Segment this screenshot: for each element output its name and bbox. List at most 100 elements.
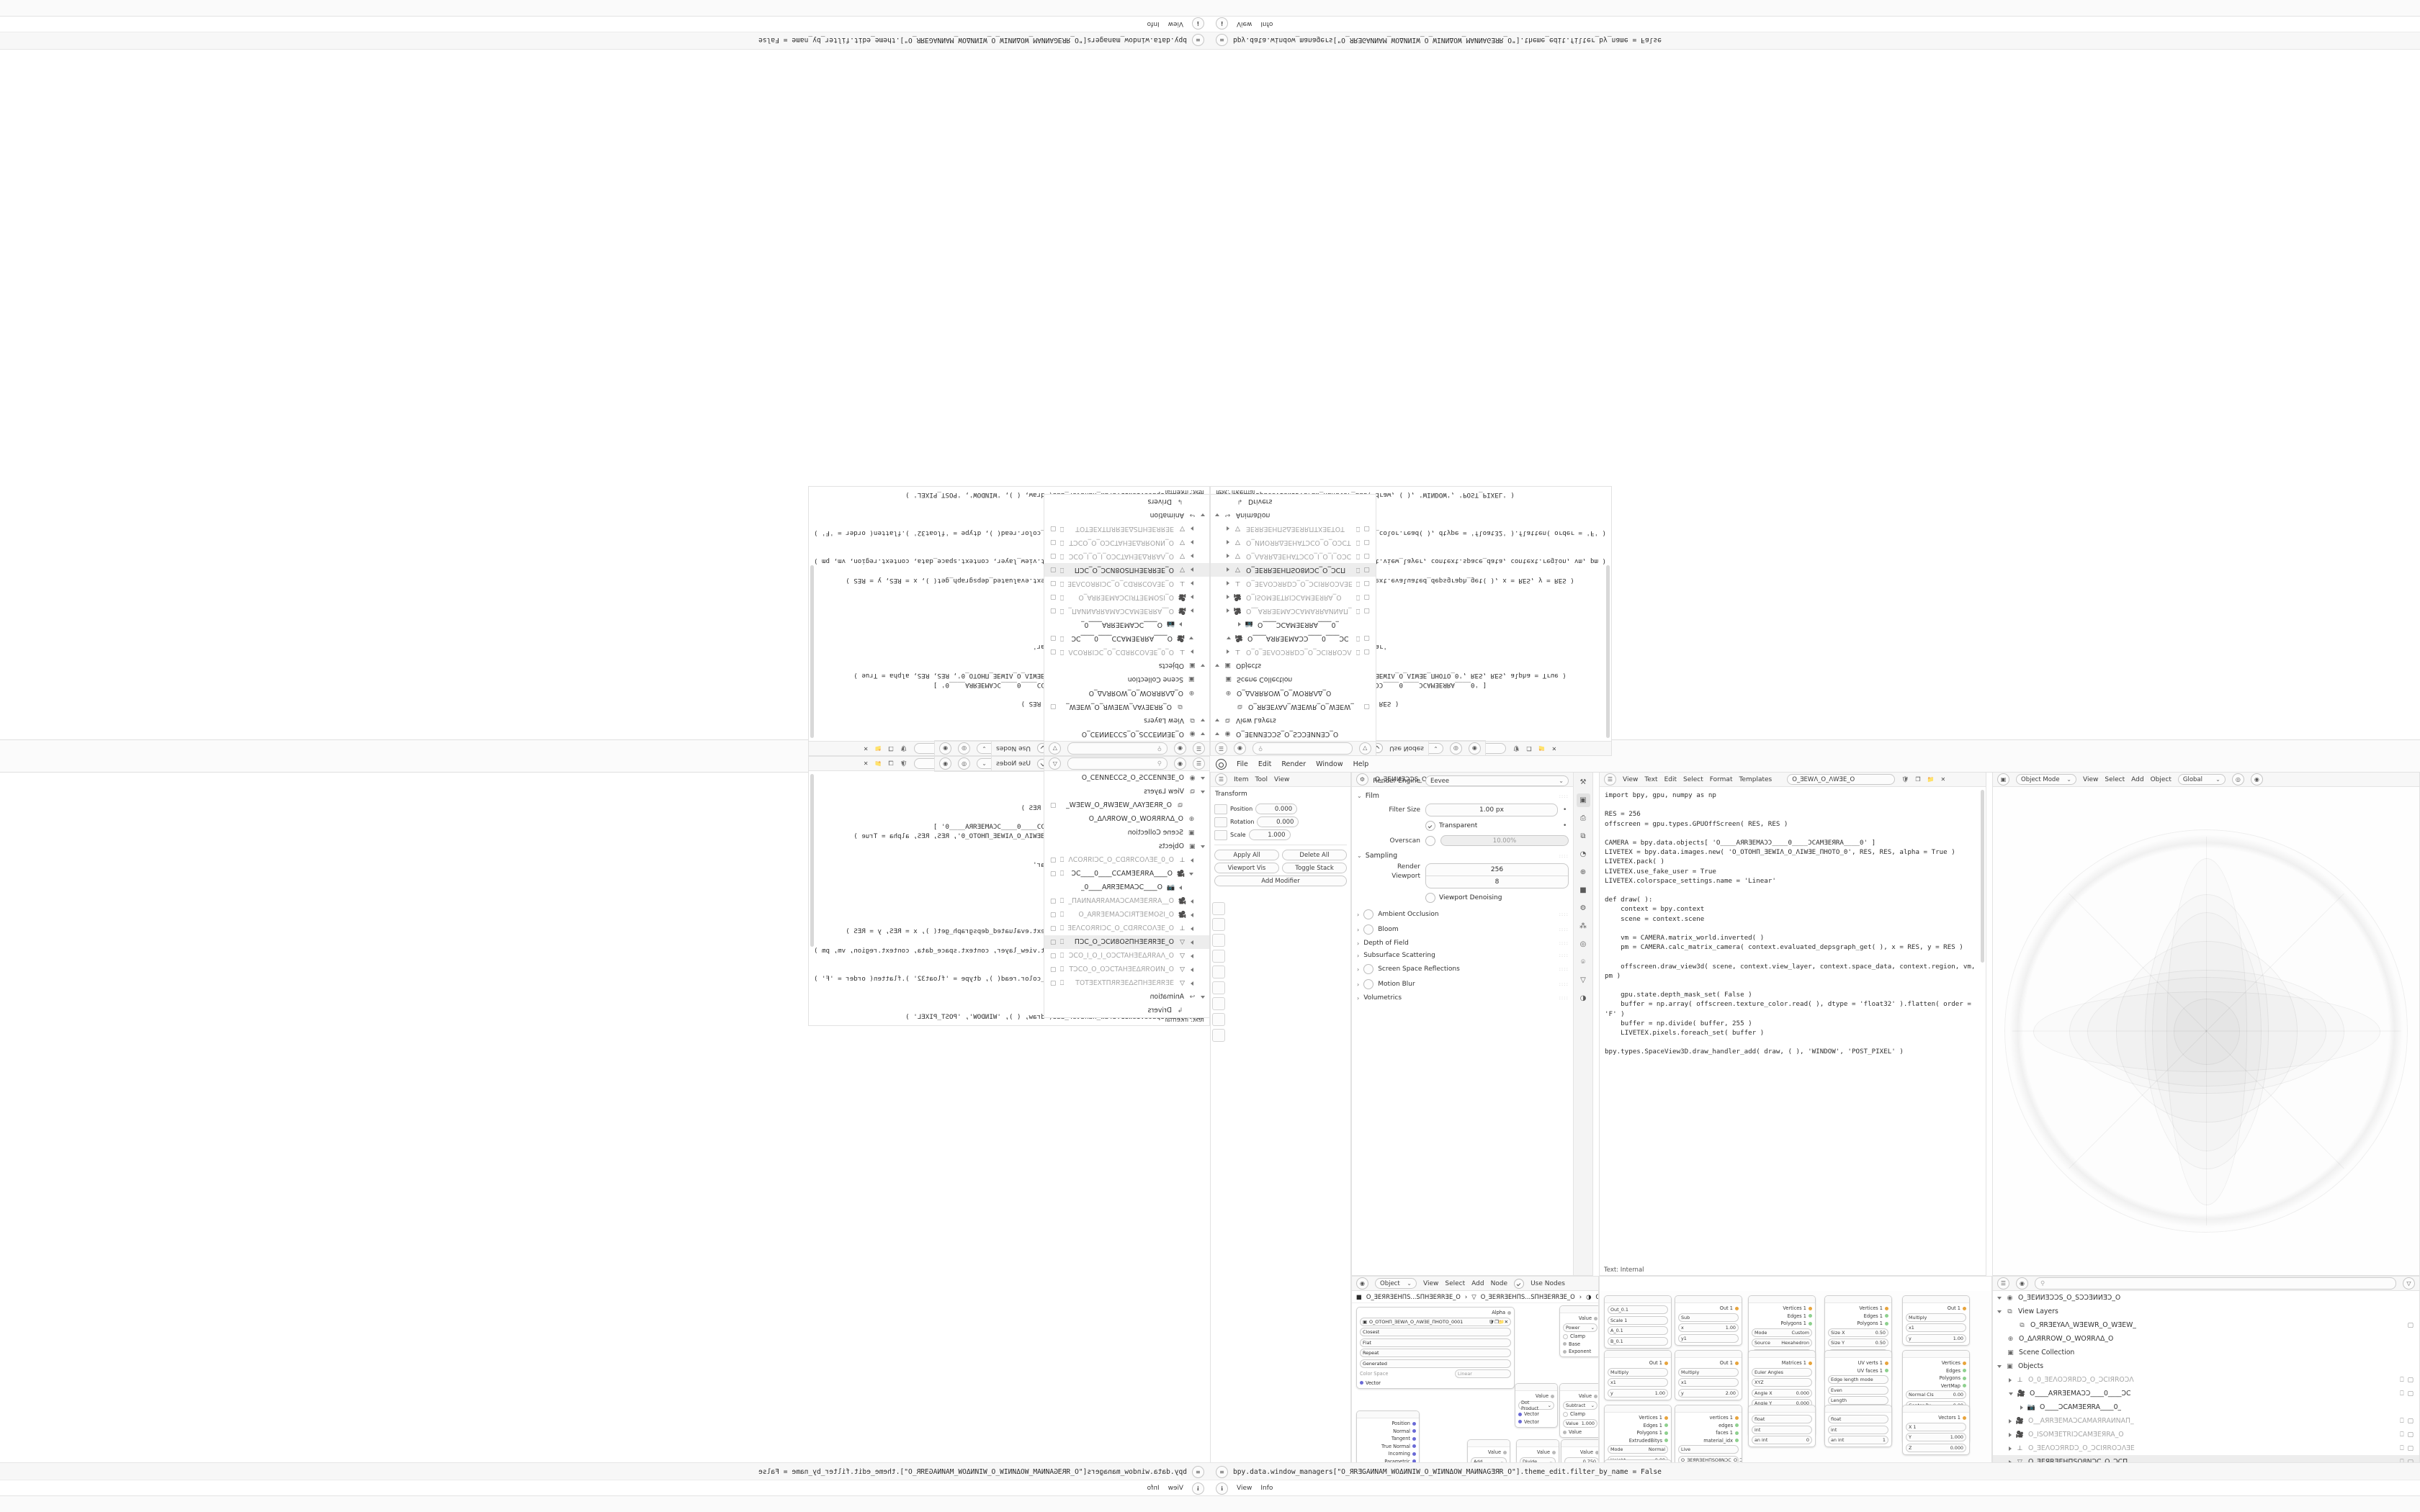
node-output[interactable]: Vectors 1 [1906, 1415, 1966, 1421]
text-menu-edit[interactable]: Edit [1664, 775, 1677, 783]
outliner-row[interactable]: ↳ Drivers [1044, 495, 1209, 508]
screen-on-icon[interactable]: ⎕ [2400, 1390, 2404, 1398]
shader-editor-header[interactable]: ◉ Object ⌄ View Select Add Node Use Node… [1352, 1277, 1598, 1291]
disclosure-triangle-icon[interactable] [1191, 567, 1193, 572]
socket-dot[interactable] [1664, 1431, 1668, 1435]
outliner-row[interactable]: ▽ ƎEЯRƎEHПSΔƎEЯRПTXƎETOT ⎕ ▢ [1044, 522, 1209, 536]
screen-icon[interactable]: ⎕ [1059, 580, 1065, 588]
outliner-row[interactable]: 🎥 O__AЯRƎEMAƆCAMAЯRAИNAП_ ⎕ ▢ [1211, 604, 1376, 618]
node-header[interactable] [1903, 1405, 1969, 1413]
camera-icon[interactable]: ▢ [1363, 703, 1370, 711]
node-output[interactable]: Polygons [1906, 1375, 1966, 1381]
editor-type-icon[interactable]: ☰ [1604, 773, 1616, 786]
copy-icon[interactable]: ❐ [1915, 776, 1921, 783]
node-header[interactable] [1749, 1351, 1815, 1358]
editor-type-icon[interactable]: ◉ [1174, 757, 1186, 770]
node-output[interactable]: Value [1518, 1393, 1554, 1399]
section-subsurface-scattering[interactable]: › Subsurface Scattering :::: [1357, 952, 1569, 959]
node-field[interactable]: x 1.00 [1678, 1323, 1739, 1332]
screen-icon[interactable]: ⎕ [2400, 1431, 2404, 1439]
properties-tab-object[interactable]: ■ [1579, 886, 1587, 894]
node-input[interactable]: Base [1563, 1341, 1597, 1347]
node-header[interactable] [1357, 1411, 1419, 1418]
shader-node[interactable]: Value Dot Product ⌄ Vector Vector [1515, 1383, 1558, 1428]
node-field[interactable]: x1 [1608, 1378, 1668, 1387]
disabled-camera-icon[interactable]: ▢ [2407, 1444, 2414, 1452]
disabled-camera-icon[interactable]: ▢ [1363, 580, 1370, 588]
node-header[interactable] [1825, 1351, 1891, 1358]
node-header[interactable] [1605, 1351, 1671, 1358]
outliner-search-input[interactable]: ⚲ [1067, 742, 1168, 755]
render-engine-dropdown[interactable]: Eevee ⌄ [1425, 775, 1569, 786]
node-output[interactable]: Polygons 1 [1608, 1430, 1668, 1436]
outliner-row[interactable]: ⊥ O_0_ƎEΛOƆЯRDƆ_O_ƆCIЯROƆΛ ⎕ ▢ [1044, 853, 1209, 867]
socket-dot[interactable] [1518, 1420, 1522, 1423]
shield-icon[interactable]: 🛡 [1901, 776, 1909, 783]
disclosure-triangle-icon[interactable] [1191, 581, 1193, 586]
screen-icon[interactable]: ⎕ [1059, 952, 1065, 960]
outliner-row[interactable]: 🎥 O____AЯRƎEMAƆƆ____0____ƆC ⎕ ▢ [1993, 1387, 2419, 1400]
text-menu-templates[interactable]: Templates [1739, 775, 1773, 783]
node-header[interactable] [1825, 1405, 1891, 1413]
node-field[interactable]: float [1752, 1415, 1812, 1423]
screen-icon[interactable]: ⎕ [2400, 1417, 2404, 1425]
disclosure-triangle-icon[interactable] [1179, 885, 1182, 890]
projection-dropdown[interactable]: Flat [1360, 1338, 1511, 1347]
outliner-row[interactable]: ⊥ O_ƎEΛOƆЯRDƆ_O_ƆCIЯROƆΛƎE ⎕ ▢ [1044, 922, 1209, 935]
node-input[interactable]: Vector [1518, 1419, 1554, 1425]
node-operation-dropdown[interactable]: Multiply [1906, 1313, 1966, 1322]
screen-icon[interactable]: ⎕ [1059, 856, 1065, 864]
outliner-row[interactable]: ⧉ O_ЯRƎEYAΛ_WƎEWR_O_WƎEW_ ▢ [1993, 1318, 2419, 1332]
tool-add-cube-icon[interactable] [1212, 1029, 1225, 1042]
disabled-camera-icon[interactable]: ▢ [1050, 580, 1057, 588]
tool-scale-icon[interactable] [1212, 966, 1225, 978]
outliner-row[interactable]: 📷 O____ƆCAMƎEЯRA____0_ [1044, 881, 1209, 894]
outliner-row[interactable]: ▽O_ΛAЯRΔƎEHATƆCO_I_O_I_OƆC⎕▢ [1044, 549, 1209, 563]
editor-type-icon[interactable]: ◉ [1234, 742, 1246, 755]
node-field[interactable]: x1 [1906, 1323, 1966, 1332]
info-menu-info[interactable]: Info [1260, 1485, 1273, 1492]
node-output[interactable]: Out 1 [1608, 1360, 1668, 1366]
outliner-row[interactable]: ▣ Scene Collection [1044, 672, 1209, 686]
socket-dot[interactable] [1963, 1369, 1966, 1372]
socket-dot[interactable] [1885, 1306, 1888, 1310]
outliner-row-toggles[interactable]: ▢ [1044, 703, 1057, 711]
outliner-row-toggles[interactable]: ⎕▢ [1044, 649, 1064, 656]
section-sampling-header[interactable]: ⌄ Sampling :::: [1357, 852, 1569, 860]
text-editor-source[interactable]: import bpy, gpu, numpy as np RES = 256 o… [1605, 791, 1976, 1056]
disclosure-triangle-icon[interactable] [1997, 1296, 2002, 1300]
socket-dot[interactable] [1735, 1431, 1739, 1435]
folder-icon[interactable]: 📁 [1498, 1318, 1505, 1325]
socket-dot[interactable] [1963, 1384, 1966, 1387]
screen-icon[interactable]: ⎕ [2400, 1376, 2404, 1384]
outliner-row[interactable]: ⧉ O_ЯRƎEYAΛ_WƎEWR_O_WƎEW_ ▢ [1211, 700, 1376, 714]
menu-edit[interactable]: Edit [1258, 760, 1272, 768]
node-field[interactable]: Scale 1 [1608, 1315, 1668, 1325]
tool-annotate-icon[interactable] [1212, 997, 1225, 1010]
screen-icon[interactable]: ⎕ [1059, 648, 1065, 656]
node-output[interactable]: Edges 1 [1828, 1313, 1888, 1319]
info-editor-bar[interactable]: ℹ View Info [1210, 1480, 2420, 1496]
disclosure-triangle-icon[interactable] [1215, 513, 1219, 517]
screen-icon[interactable]: ⎕ [1059, 593, 1065, 601]
image-texture-node[interactable]: Alpha ▣ O_OTOHП_ƎEWΛ_O_ΛWƎE_ПHOTO_0001 🛡… [1356, 1307, 1515, 1389]
node-field[interactable]: Even [1828, 1385, 1888, 1395]
disclosure-triangle-icon[interactable] [1191, 899, 1193, 904]
node-input[interactable]: Value [1563, 1429, 1597, 1435]
outliner-row[interactable]: ⊥ O_ƎEΛOƆЯRDƆ_O_ƆCIЯROƆΛƎE ⎕ ▢ [1044, 577, 1209, 590]
socket-dot[interactable] [1664, 1423, 1668, 1427]
node-output[interactable]: Position [1360, 1421, 1416, 1426]
disclosure-triangle-icon[interactable] [1227, 595, 1229, 600]
geometry-node[interactable]: Out 1 Multiply x1 y 1.00 [1604, 1350, 1672, 1400]
socket-dot[interactable] [1503, 1450, 1507, 1454]
socket-dot[interactable] [1594, 1394, 1597, 1398]
node-output[interactable]: Value [1564, 1449, 1598, 1455]
section-screen-space-reflections[interactable]: › Screen Space Reflections :::: [1357, 964, 1569, 974]
display-mode-icon[interactable]: ☰ [1193, 757, 1205, 770]
info-menu-view[interactable]: View [1237, 20, 1252, 27]
breadcrumb-material[interactable]: O_ƎEЯRП...TПЯRƎE [1595, 1293, 1598, 1300]
properties-tab-particles[interactable]: ⁂ [1579, 922, 1587, 930]
outliner-row[interactable]: 🎥 O__AЯRƎEMAƆCAMAЯRAИNAП_ ⎕ ▢ [1044, 894, 1209, 908]
filter-icon[interactable]: ▽ [1358, 742, 1371, 755]
disclosure-triangle-icon[interactable] [1191, 608, 1193, 613]
